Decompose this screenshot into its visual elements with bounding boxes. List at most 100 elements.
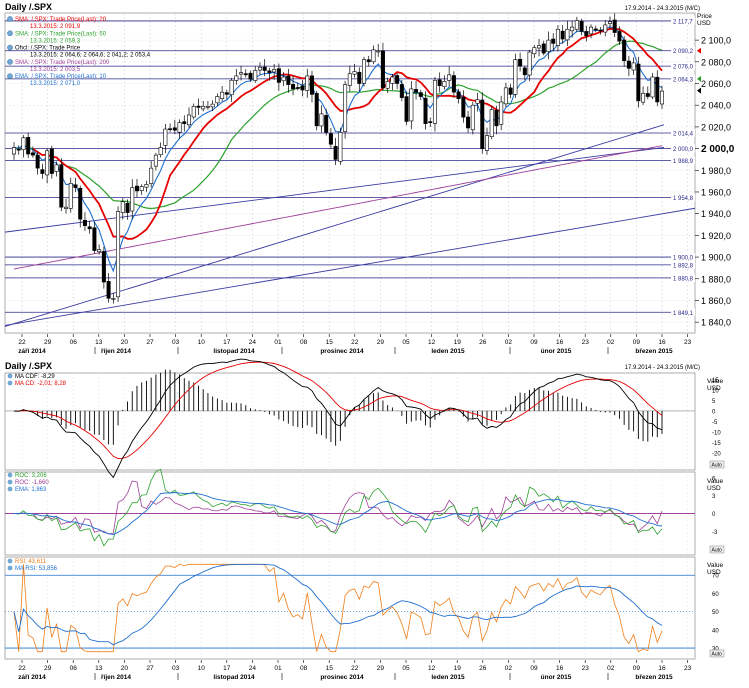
top-day-label: 19	[454, 339, 462, 346]
legend-marker-icon[interactable]	[7, 59, 13, 65]
rsi-auto-label: Auto	[712, 652, 723, 658]
roc-auto-button[interactable]	[709, 545, 725, 554]
rsi-value-currency: USD	[707, 569, 721, 576]
top-day-label: 01	[274, 339, 282, 346]
roc-auto-label: Auto	[712, 548, 723, 554]
candle-body	[655, 76, 660, 103]
candle-body	[234, 75, 239, 81]
candle-body	[570, 26, 575, 32]
candle-body	[357, 71, 362, 84]
candle-body	[626, 60, 631, 69]
candle-body	[362, 59, 367, 84]
rsi-tick-label: 70	[712, 574, 719, 580]
candle-body	[612, 19, 617, 33]
top-day-label: 09	[633, 339, 641, 346]
top-day-label: 06	[70, 339, 78, 346]
macd-auto-button[interactable]	[709, 460, 725, 469]
candle-body	[201, 105, 206, 110]
rsi-line	[13, 563, 663, 653]
candle-body	[328, 133, 333, 145]
candle-body	[607, 21, 612, 24]
macd-tick-label: -5	[712, 420, 718, 426]
bottom-day-label: 01	[274, 665, 282, 672]
candle-body	[309, 75, 314, 95]
bottom-day-label: 17	[223, 665, 231, 672]
bottom-month-label: říjen 2014	[101, 674, 131, 681]
top-day-label: 22	[351, 339, 359, 346]
candle-body	[437, 79, 442, 86]
candle-body	[414, 89, 419, 93]
candle-body	[149, 167, 154, 184]
macd-legend-marker-icon[interactable]	[7, 380, 13, 386]
price-level-tag	[671, 308, 695, 317]
candle-body	[295, 87, 300, 89]
bottom-day-label: 20	[121, 665, 129, 672]
top-day-label: 05	[402, 339, 410, 346]
rsi-auto-button[interactable]	[709, 649, 725, 658]
rsi-tick-label: 60	[712, 592, 719, 598]
price-axis: 2 100,0 2 080,0 2 060,0 2 040,0 2 020,0 2 000…	[695, 36, 735, 328]
price-tick-label: 2 060,0	[701, 79, 731, 89]
rsi-legend-marker-icon[interactable]	[7, 558, 13, 564]
candle-body	[291, 84, 296, 90]
sma200-line	[13, 145, 663, 270]
price-level-label: 2 064,3	[673, 77, 694, 83]
last-price-marker	[697, 87, 701, 94]
bottom-day-label: 05	[402, 665, 410, 672]
candle-body	[466, 116, 471, 129]
legend-series-label: SMA: /.SPX: Trade Price(Last): 200	[15, 60, 110, 66]
candle-body	[593, 28, 598, 31]
legend-marker-icon[interactable]	[7, 30, 13, 37]
price-level-label: 2 090,2	[673, 49, 694, 55]
bottom-day-label: 19	[454, 665, 462, 672]
candle-body	[324, 115, 329, 133]
macd-value-label: Value	[707, 378, 724, 385]
bottom-day-label: 24	[249, 665, 257, 672]
legend-marker-icon[interactable]	[7, 73, 13, 79]
candle-body	[40, 169, 45, 174]
legend-marker-icon[interactable]	[7, 44, 13, 51]
candle-body	[418, 92, 423, 97]
price-tick-label: 2 080,0	[701, 57, 731, 67]
macd-auto-label: Auto	[712, 463, 723, 469]
legend-series-value: 13.3.2015: 2 064,6; 2 064,6; 2 041,2; 2 …	[30, 53, 151, 59]
price-panel-frame	[4, 12, 696, 334]
candle-body	[565, 28, 570, 41]
macd-legend-label: MA CD: -2,01; 8,28	[15, 381, 67, 387]
roc-legend-marker-icon[interactable]	[7, 472, 13, 478]
rsi-legend-label: RSI: 43,611	[15, 559, 47, 565]
ema10-line	[13, 26, 663, 273]
bottom-month-label: březen 2015	[635, 674, 673, 681]
price-level-label: 1 849,1	[673, 311, 694, 317]
candle-body	[78, 187, 83, 220]
candle-body	[224, 92, 229, 95]
price-tick-label: 1 920,0	[701, 231, 731, 241]
candle-body	[54, 164, 59, 172]
price-tick-label: 1 860,0	[701, 296, 731, 306]
bottom-day-label: 06	[70, 665, 78, 672]
top-day-label: 08	[300, 339, 308, 346]
candle-body	[560, 30, 565, 40]
roc-legend-marker-icon[interactable]	[7, 486, 13, 492]
candle-body	[120, 201, 125, 213]
legend-series-value: 13.3.2015: 2 071,0	[30, 81, 81, 87]
macd-legend-marker-icon[interactable]	[7, 373, 13, 379]
roc-legend-label: ROC: -1,660	[15, 480, 49, 486]
candle-body	[116, 211, 121, 298]
rsi-legend-marker-icon[interactable]	[7, 565, 13, 571]
candle-body	[220, 91, 225, 99]
roc-legend-marker-icon[interactable]	[7, 479, 13, 485]
candle-body	[92, 227, 97, 251]
price-level-tag	[671, 144, 695, 153]
candle-body	[68, 183, 73, 209]
top-day-label: 23	[684, 339, 692, 346]
legend-series-value: 13.3.2015: 2 059,3	[30, 38, 81, 44]
price-level-tag	[671, 260, 695, 269]
legend-marker-icon[interactable]	[7, 16, 13, 22]
candle-body	[475, 99, 480, 104]
bottom-day-label: 08	[300, 665, 308, 672]
top-chart-title: Daily /.SPX	[5, 2, 52, 12]
